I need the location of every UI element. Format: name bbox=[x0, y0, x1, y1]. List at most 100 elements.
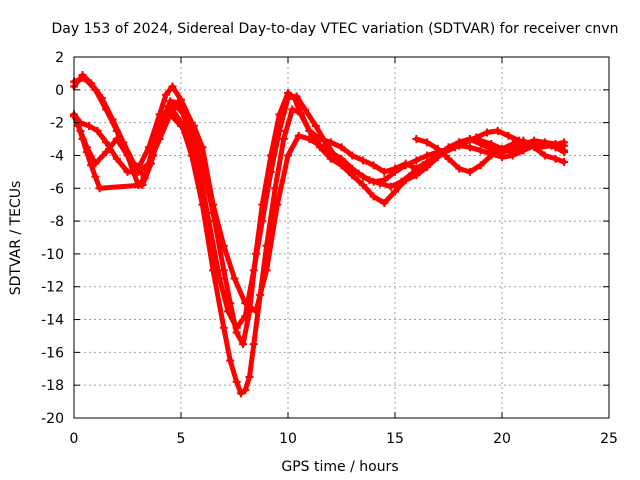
data-point-plus bbox=[219, 323, 228, 332]
data-point-plus bbox=[560, 138, 569, 147]
x-tick-label: 5 bbox=[177, 431, 186, 447]
x-tick-label: 20 bbox=[493, 431, 511, 447]
data-point-plus bbox=[138, 180, 147, 189]
data-point-plus bbox=[493, 126, 502, 135]
data-point-plus bbox=[284, 151, 292, 160]
data-point-plus bbox=[487, 151, 496, 160]
data-point-plus bbox=[198, 143, 207, 152]
data-point-plus bbox=[301, 105, 310, 114]
data-point-plus bbox=[181, 112, 190, 121]
data-point-plus bbox=[236, 389, 245, 398]
data-point-plus bbox=[97, 94, 106, 103]
data-point-plus bbox=[369, 177, 378, 186]
data-point-plus bbox=[82, 148, 91, 157]
x-tick-label: 15 bbox=[386, 431, 404, 447]
data-point-plus bbox=[275, 126, 284, 135]
data-point-plus bbox=[155, 126, 164, 135]
data-point-plus bbox=[455, 164, 464, 173]
data-point-plus bbox=[348, 151, 357, 160]
data-point-plus bbox=[93, 126, 102, 135]
data-point-plus bbox=[84, 121, 93, 130]
data-point-plus bbox=[391, 187, 399, 196]
data-point-plus bbox=[78, 135, 87, 144]
data-point-plus bbox=[262, 266, 271, 275]
x-axis-label: GPS time / hours bbox=[281, 459, 398, 475]
data-point-plus bbox=[245, 372, 254, 381]
data-point-plus bbox=[251, 307, 260, 316]
data-point-plus bbox=[112, 154, 121, 163]
series-line bbox=[71, 72, 567, 331]
x-tick-label: 10 bbox=[279, 431, 297, 447]
data-point-plus bbox=[519, 146, 528, 155]
data-point-plus bbox=[504, 131, 513, 140]
data-point-plus bbox=[358, 156, 367, 165]
data-point-plus bbox=[91, 172, 100, 181]
data-point-plus bbox=[249, 266, 258, 275]
data-point-plus bbox=[337, 154, 346, 163]
data-point-plus bbox=[311, 121, 320, 130]
data-point-plus bbox=[305, 135, 314, 144]
data-point-plus bbox=[162, 90, 171, 99]
data-point-plus bbox=[224, 307, 233, 316]
data-point-plus bbox=[498, 144, 506, 153]
y-tick-label: -2 bbox=[50, 116, 64, 132]
y-tick-label: -14 bbox=[41, 313, 64, 329]
grid-layer bbox=[74, 57, 609, 418]
x-tick-label: 25 bbox=[600, 431, 618, 447]
data-point-plus bbox=[326, 148, 335, 157]
data-point-plus bbox=[348, 164, 357, 173]
data-point-plus bbox=[232, 323, 241, 332]
series-group-series-4 bbox=[70, 110, 569, 316]
y-axis-label: SDTVAR / TECUs bbox=[8, 181, 24, 296]
data-point-plus bbox=[108, 115, 117, 124]
data-point-plus bbox=[444, 154, 453, 163]
data-point-plus bbox=[551, 154, 560, 163]
data-point-plus bbox=[476, 146, 485, 155]
data-point-plus bbox=[296, 108, 305, 117]
data-point-plus bbox=[241, 312, 250, 321]
series-group-series-1 bbox=[70, 74, 569, 349]
data-point-plus bbox=[271, 184, 280, 193]
data-point-plus bbox=[412, 156, 421, 165]
data-point-plus bbox=[391, 167, 399, 176]
data-point-plus bbox=[472, 133, 481, 142]
data-point-plus bbox=[476, 161, 485, 170]
data-point-plus bbox=[74, 121, 83, 130]
data-point-plus bbox=[369, 161, 378, 170]
data-point-plus bbox=[134, 167, 143, 176]
y-tick-label: -10 bbox=[41, 247, 64, 263]
data-point-plus bbox=[232, 377, 241, 386]
data-point-plus bbox=[369, 192, 378, 201]
data-point-plus bbox=[279, 135, 288, 144]
data-point-plus bbox=[78, 71, 87, 80]
y-tick-label: -20 bbox=[41, 411, 64, 427]
data-point-plus bbox=[102, 148, 111, 157]
data-point-plus bbox=[209, 200, 218, 209]
plot-frame bbox=[73, 56, 610, 419]
data-point-plus bbox=[284, 94, 292, 103]
data-point-plus bbox=[219, 241, 228, 250]
series-layer bbox=[70, 71, 569, 398]
data-point-plus bbox=[219, 266, 228, 275]
data-point-plus bbox=[87, 79, 96, 88]
data-point-plus bbox=[241, 386, 250, 395]
series-group-series-5 bbox=[74, 102, 569, 193]
data-point-plus bbox=[358, 180, 367, 189]
data-point-plus bbox=[172, 102, 181, 111]
y-tick-label: 2 bbox=[55, 50, 64, 66]
data-point-plus bbox=[95, 184, 104, 193]
data-point-plus bbox=[498, 153, 506, 162]
data-point-plus bbox=[487, 139, 496, 148]
data-point-plus bbox=[423, 151, 432, 160]
data-point-plus bbox=[194, 159, 203, 168]
data-point-plus bbox=[455, 141, 464, 150]
data-point-plus bbox=[292, 92, 301, 101]
y-tick-label: -16 bbox=[41, 345, 64, 361]
data-point-plus bbox=[408, 169, 417, 178]
data-point-plus bbox=[401, 161, 410, 170]
data-point-plus bbox=[241, 299, 250, 308]
data-point-plus bbox=[187, 135, 196, 144]
